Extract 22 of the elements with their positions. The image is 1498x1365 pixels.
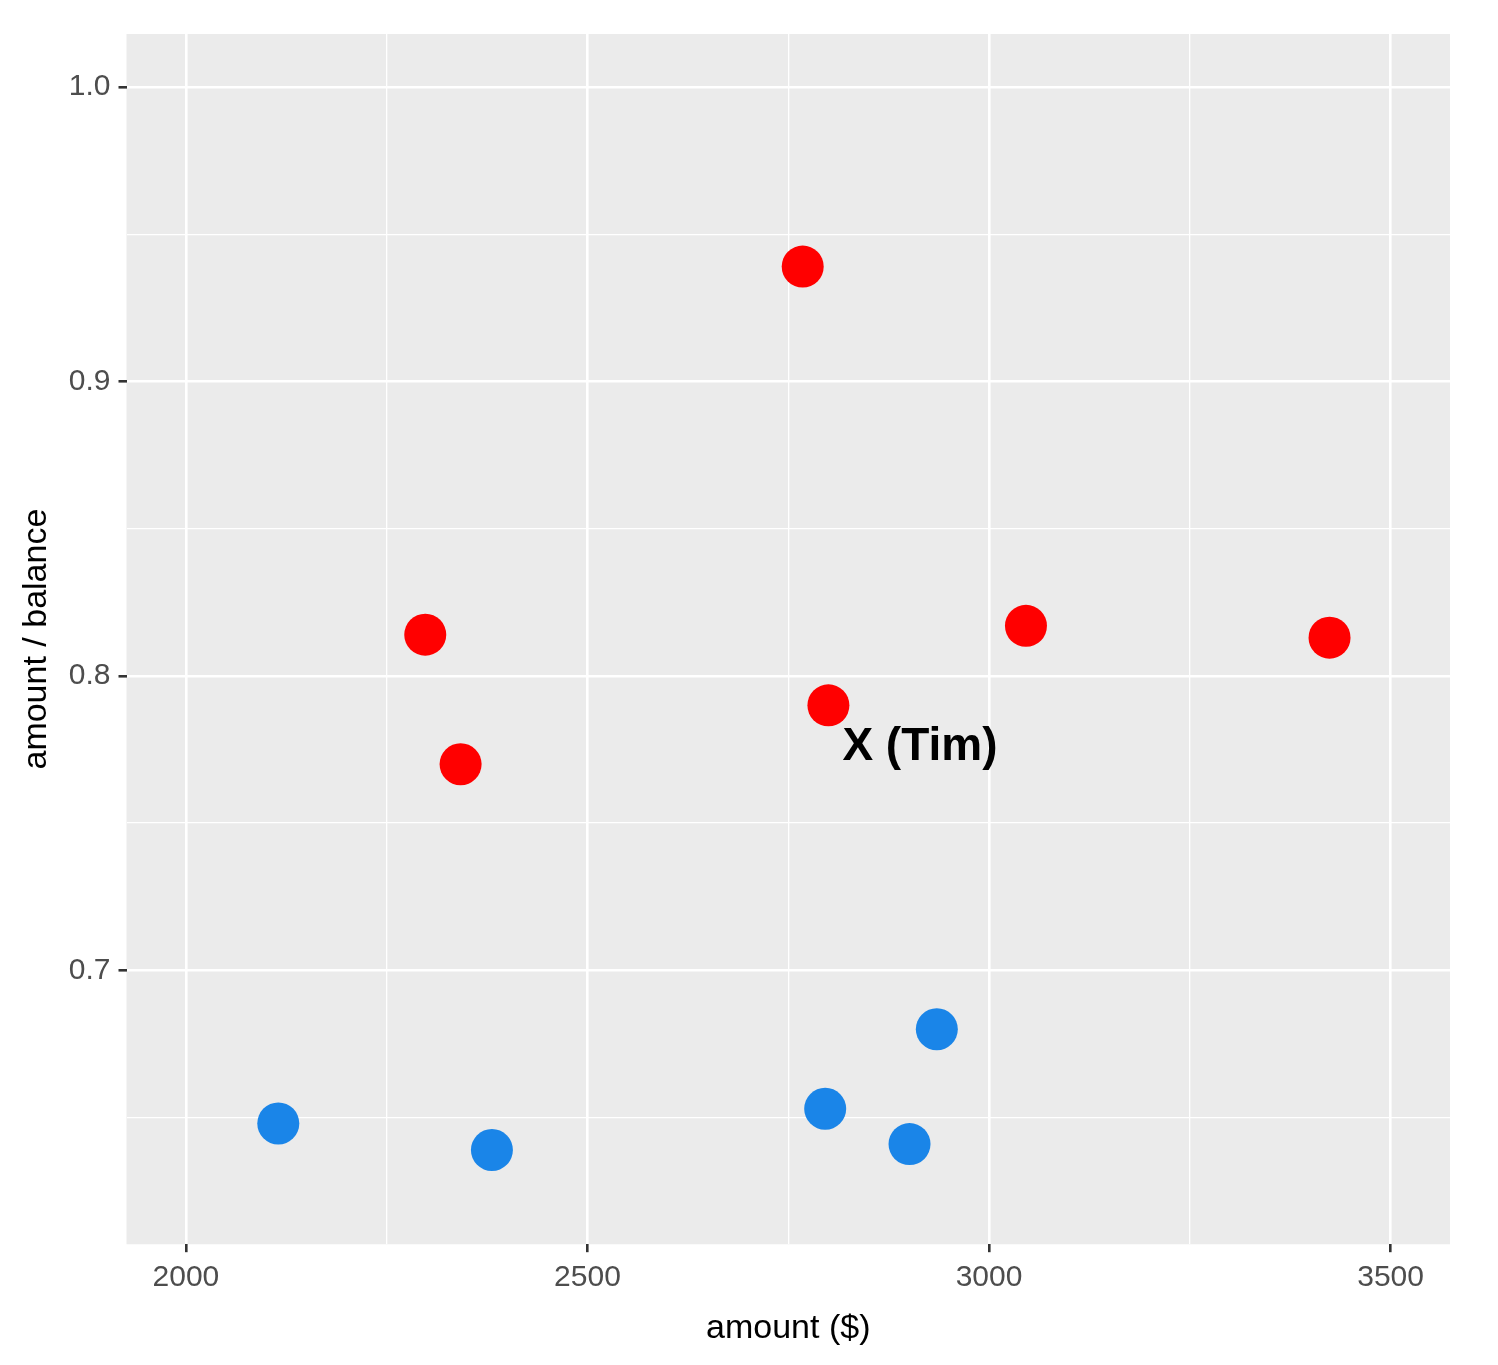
point [781,245,824,288]
x-tick-label: 2500 [554,1259,621,1293]
point [257,1102,300,1145]
point [888,1123,931,1166]
point [1308,616,1351,659]
y-tick-label: 1.0 [68,68,111,102]
point [807,684,850,727]
point [439,743,482,786]
x-tick-label: 3000 [955,1259,1023,1293]
point [404,613,447,656]
y-tick-label: 0.9 [68,362,111,396]
annotation: X (Tim) [842,718,998,771]
y-tick-label: 0.7 [68,951,111,985]
x-tick-label: 2000 [152,1259,220,1293]
point [470,1128,513,1171]
y-tick-label: 0.8 [68,657,111,691]
point [915,1008,958,1051]
point [804,1087,847,1130]
y-axis-title: amount / balance [14,508,53,770]
point [1004,604,1047,647]
x-axis-title: amount ($) [706,1306,871,1345]
x-tick-label: 3500 [1357,1259,1424,1293]
